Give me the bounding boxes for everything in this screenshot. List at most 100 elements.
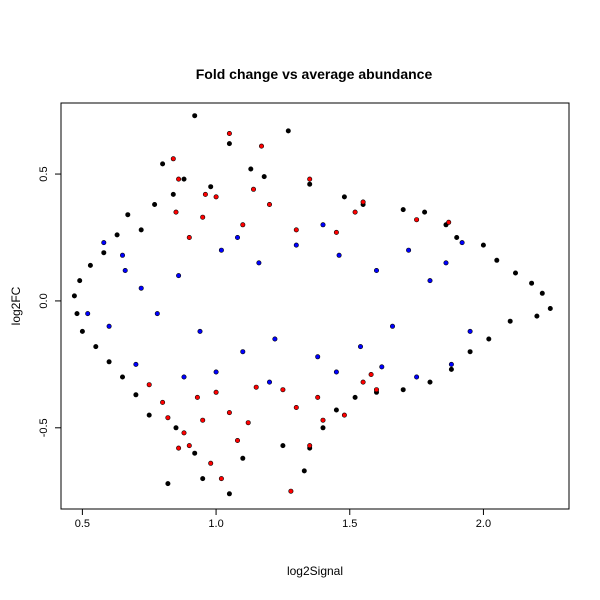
data-point [307, 176, 313, 182]
data-point [253, 384, 259, 390]
data-point [213, 194, 219, 200]
data-point [181, 176, 187, 182]
data-point [357, 344, 363, 350]
data-point [87, 262, 93, 268]
data-point [336, 252, 342, 258]
data-point [280, 443, 286, 449]
data-point [160, 399, 166, 405]
data-point [213, 389, 219, 395]
data-point [71, 293, 77, 299]
data-point [248, 166, 254, 172]
data-point [427, 278, 433, 284]
data-point [494, 257, 500, 263]
data-point [266, 379, 272, 385]
data-point [315, 394, 321, 400]
data-point [93, 344, 99, 350]
data-point [467, 349, 473, 355]
data-point [373, 387, 379, 393]
data-point [138, 227, 144, 233]
data-point [400, 387, 406, 393]
data-point [85, 311, 91, 317]
data-point [400, 207, 406, 213]
data-point [285, 128, 291, 134]
data-point [226, 491, 232, 497]
data-point [373, 267, 379, 273]
data-point [320, 222, 326, 228]
data-point [301, 468, 307, 474]
data-point [414, 217, 420, 223]
data-point [507, 318, 513, 324]
data-point [133, 361, 139, 367]
data-point [173, 425, 179, 431]
data-point [120, 374, 126, 380]
data-point [218, 476, 224, 482]
data-point [226, 131, 232, 137]
data-point [258, 143, 264, 149]
data-point [307, 443, 313, 449]
data-point [414, 374, 420, 380]
y-tick-label: 0.0 [38, 293, 50, 308]
x-tick-label: 1.0 [208, 518, 223, 530]
data-point [165, 415, 171, 421]
data-point [200, 417, 206, 423]
data-point [379, 364, 385, 370]
data-point [197, 328, 203, 334]
data-point [208, 184, 214, 190]
data-point [125, 212, 131, 218]
data-point [539, 290, 545, 296]
data-point [368, 371, 374, 377]
data-point [213, 369, 219, 375]
data-point [454, 235, 460, 241]
data-point [226, 141, 232, 147]
data-point [448, 366, 454, 372]
data-point [448, 361, 454, 367]
data-point [122, 267, 128, 273]
data-point [333, 407, 339, 413]
data-point [422, 209, 428, 215]
data-point [186, 443, 192, 449]
data-point [534, 313, 540, 319]
data-point [486, 336, 492, 342]
data-point [288, 488, 294, 494]
data-point [146, 382, 152, 388]
data-point [293, 242, 299, 248]
data-point [208, 460, 214, 466]
data-points-layer [71, 113, 553, 497]
data-point [446, 219, 452, 225]
data-point [389, 323, 395, 329]
data-point [280, 387, 286, 393]
data-point [235, 235, 241, 241]
data-point [293, 404, 299, 410]
data-point [341, 194, 347, 200]
data-point [547, 305, 553, 311]
data-point [293, 227, 299, 233]
data-point [192, 113, 198, 119]
data-point [333, 229, 339, 235]
data-point [200, 214, 206, 220]
data-point [226, 410, 232, 416]
data-point [152, 202, 158, 208]
data-point [186, 235, 192, 241]
data-point [133, 392, 139, 398]
data-point [427, 379, 433, 385]
data-point [79, 328, 85, 334]
data-point [114, 232, 120, 238]
data-point [101, 250, 107, 256]
data-point [154, 311, 160, 317]
data-point [106, 359, 112, 365]
data-point [181, 430, 187, 436]
data-point [200, 476, 206, 482]
data-point [360, 379, 366, 385]
data-point [173, 209, 179, 215]
data-point [101, 240, 107, 246]
data-point [315, 354, 321, 360]
data-point [256, 260, 262, 266]
data-point [240, 222, 246, 228]
data-point [529, 280, 535, 286]
data-point [181, 374, 187, 380]
y-tick-label: 0.5 [38, 166, 50, 181]
data-point [320, 425, 326, 431]
data-point [160, 161, 166, 167]
x-tick-label: 0.5 [75, 518, 90, 530]
